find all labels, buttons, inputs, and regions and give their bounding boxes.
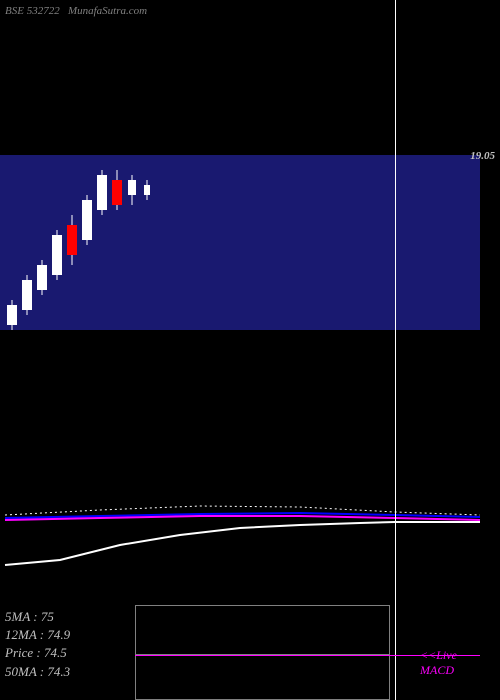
moving-average-stats: 5MA : 7512MA : 74.9Price : 74.550MA : 74… [5, 608, 70, 681]
site-name: MunafaSutra.com [68, 5, 147, 17]
indicator-sub-panel [135, 655, 390, 700]
indicator-sub-panel [135, 605, 390, 655]
macd-live-label: <<Live MACD [420, 648, 457, 678]
price-axis-label: 19.05 [470, 150, 495, 162]
macd-signal-line [135, 655, 480, 656]
cursor-vertical-line [395, 0, 396, 700]
stat-row: 50MA : 74.3 [5, 663, 70, 681]
stat-row: 12MA : 74.9 [5, 626, 70, 644]
stat-row: 5MA : 75 [5, 608, 70, 626]
ticker-symbol: BSE 532722 [5, 5, 60, 17]
stat-row: Price : 74.5 [5, 644, 70, 662]
chart-header: BSE 532722 MunafaSutra.com [5, 5, 147, 17]
indicator-lines [0, 0, 500, 700]
